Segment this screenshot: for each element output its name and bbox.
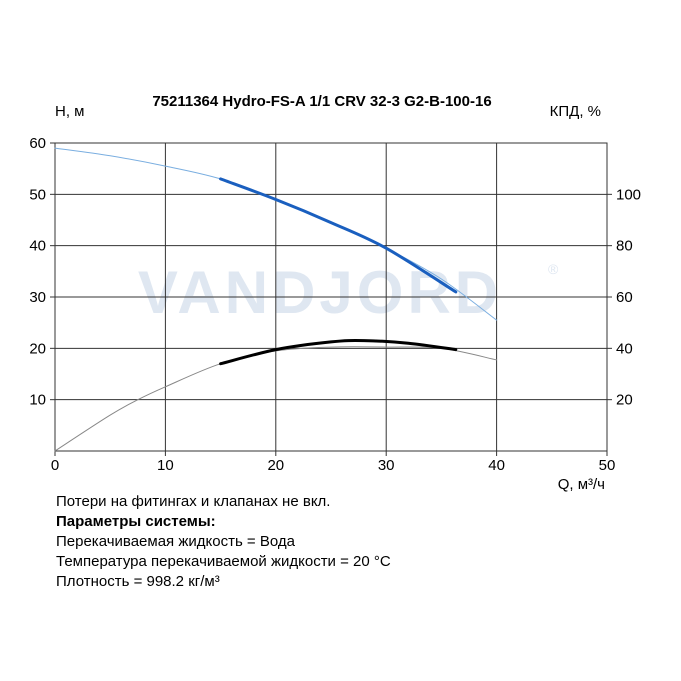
note-density: Плотность = 998.2 кг/м³ bbox=[56, 573, 220, 590]
tick-labels: 0 10 20 30 40 50 10 20 30 40 50 60 20 40 60 80 100 bbox=[29, 135, 641, 474]
notes-block: Потери на фитингах и клапанах не вкл. Па… bbox=[56, 492, 391, 592]
y-axis-label: H, м bbox=[55, 103, 84, 120]
x-tick-label: 40 bbox=[488, 457, 505, 474]
y-tick-label: 60 bbox=[29, 135, 46, 152]
x-tick-label: 20 bbox=[267, 457, 284, 474]
grid bbox=[50, 142, 612, 456]
y-tick-label: 40 bbox=[29, 238, 46, 255]
chart-title: 75211364 Hydro-FS-A 1/1 CRV 32-3 G2-B-10… bbox=[152, 93, 491, 110]
watermark-registered-icon: ® bbox=[548, 261, 559, 277]
efficiency-curve-operating bbox=[219, 339, 458, 366]
x-tick-label: 30 bbox=[378, 457, 395, 474]
note-losses: Потери на фитингах и клапанах не вкл. bbox=[56, 493, 331, 510]
y-tick-label: 10 bbox=[29, 392, 46, 409]
note-fluid: Перекачиваемая жидкость = Вода bbox=[56, 533, 295, 550]
y2-axis-label: КПД, % bbox=[550, 103, 601, 120]
y-tick-label: 50 bbox=[29, 186, 46, 203]
y2-tick-label: 100 bbox=[616, 186, 641, 203]
y2-tick-label: 80 bbox=[616, 238, 633, 255]
y2-tick-label: 40 bbox=[616, 340, 633, 357]
y-tick-label: 30 bbox=[29, 289, 46, 306]
y-tick-label: 20 bbox=[29, 340, 46, 357]
head-curve-operating bbox=[219, 177, 458, 294]
note-system-params-heading: Параметры системы: bbox=[56, 513, 216, 530]
x-tick-label: 0 bbox=[51, 457, 59, 474]
series bbox=[54, 147, 498, 452]
y2-tick-label: 60 bbox=[616, 289, 633, 306]
x-tick-label: 10 bbox=[157, 457, 174, 474]
watermark-text: VANDJORD bbox=[138, 259, 502, 326]
note-temperature: Температура перекачиваемой жидкости = 20… bbox=[56, 553, 391, 570]
y2-tick-label: 20 bbox=[616, 392, 633, 409]
x-tick-label: 50 bbox=[599, 457, 616, 474]
x-axis-label: Q, м³/ч bbox=[558, 476, 605, 493]
